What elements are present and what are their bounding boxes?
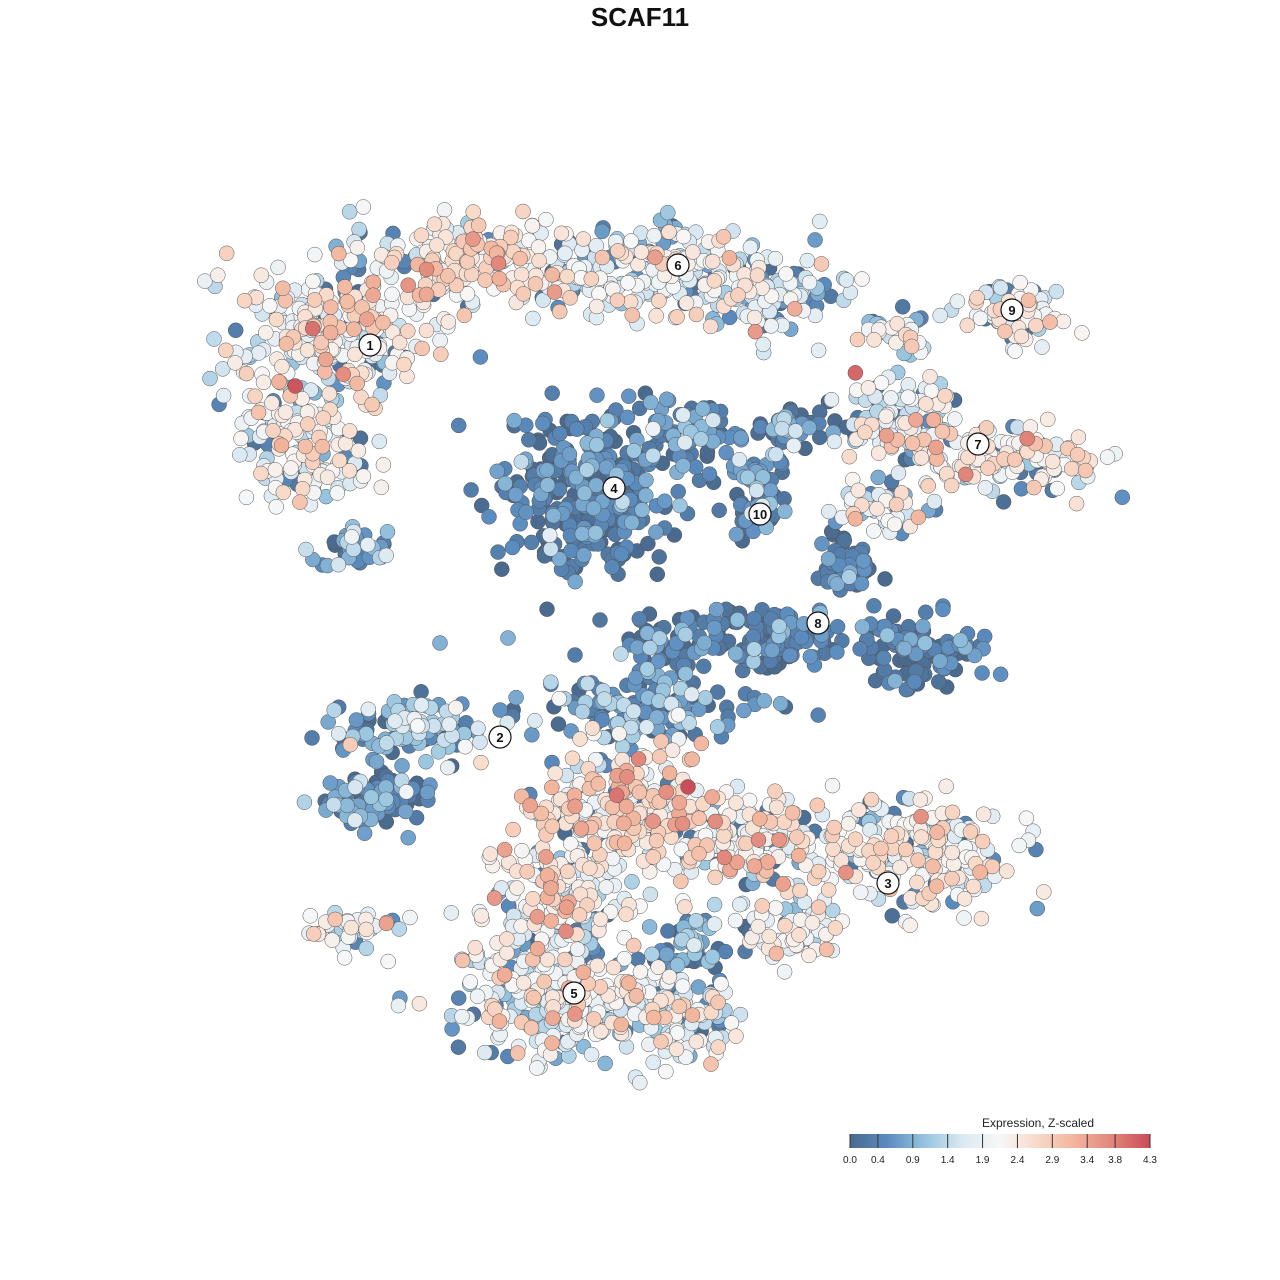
cell-point	[473, 497, 490, 514]
points-layer	[197, 199, 1131, 1091]
legend-tick-label: 2.4	[1010, 1155, 1024, 1166]
legend-tick-label: 2.9	[1045, 1155, 1059, 1166]
cell-point	[894, 299, 911, 315]
legend-title: Expression, Z-scaled	[982, 1116, 1094, 1130]
cell-point	[494, 561, 510, 577]
legend-tick-label: 0.4	[871, 1155, 885, 1166]
cell-point	[450, 1039, 467, 1055]
cell-point	[567, 647, 583, 663]
legend-tick-label: 3.4	[1080, 1155, 1094, 1166]
cell-point	[490, 544, 506, 560]
cell-point	[930, 674, 947, 690]
cell-point	[651, 549, 667, 565]
legend-tick-label: 1.4	[941, 1155, 955, 1166]
cell-point	[695, 658, 712, 675]
legend-tick-label: 3.8	[1108, 1155, 1122, 1166]
legend-tick-label: 1.9	[976, 1155, 990, 1166]
cell-point	[877, 571, 893, 587]
legend-tick-label: 0.0	[843, 1155, 857, 1166]
cell-point	[523, 534, 540, 551]
cell-point	[649, 566, 666, 583]
legend-tick-label: 4.3	[1143, 1155, 1157, 1166]
cell-point	[539, 601, 555, 617]
legend-color-bar	[850, 1134, 1150, 1148]
cell-point	[640, 535, 656, 552]
cell-point	[660, 923, 676, 939]
cell-point	[304, 730, 320, 746]
cell-point	[995, 494, 1012, 510]
cell-point	[836, 532, 853, 549]
legend-tick-label: 0.9	[906, 1155, 920, 1166]
cell-point	[544, 385, 560, 401]
chart-title: SCAF11	[590, 2, 690, 32]
cell-point	[592, 612, 608, 628]
cell-point	[884, 908, 900, 924]
cell-point	[227, 322, 244, 339]
cell-point	[463, 482, 479, 498]
cell-point	[550, 716, 567, 732]
cell-point	[711, 502, 727, 519]
